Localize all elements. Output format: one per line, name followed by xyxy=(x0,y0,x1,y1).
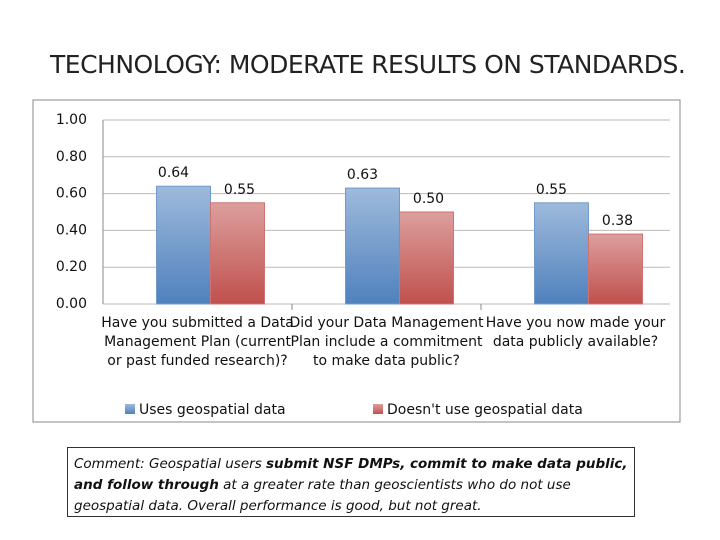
value-label: 0.55 xyxy=(224,182,255,198)
bar xyxy=(210,202,265,305)
value-label: 0.55 xyxy=(536,182,567,198)
legend-label: Doesn't use geospatial data xyxy=(387,402,583,418)
comment-text: submit NSF DMPs, commit to make data pub… xyxy=(74,456,628,493)
x-tick-label-box: Have you now made your data publicly ava… xyxy=(485,315,666,350)
x-tick-label: Have you now made your data publicly ava… xyxy=(485,315,666,350)
legend-label: Uses geospatial data xyxy=(139,402,286,418)
x-tick-label-box: Did your Data Management Plan include a … xyxy=(289,315,484,369)
comment-text: Comment: Geospatial users xyxy=(74,456,267,472)
y-tick-label: 0.00 xyxy=(56,296,87,312)
y-tick-label: 0.40 xyxy=(56,222,87,238)
comment-text: at a greater rate than geoscientists who… xyxy=(74,477,571,514)
y-tick-label: 0.80 xyxy=(56,149,87,165)
x-tick-label-box: Have you submitted a Data Management Pla… xyxy=(101,315,294,369)
bar xyxy=(399,211,454,305)
bar xyxy=(156,185,211,305)
bar xyxy=(345,187,400,305)
value-label: 0.38 xyxy=(602,213,633,229)
y-tick-label: 1.00 xyxy=(56,112,87,128)
x-tick-label: Have you submitted a Data Management Pla… xyxy=(101,315,294,369)
x-tick-label: Did your Data Management Plan include a … xyxy=(289,315,484,369)
value-label: 0.50 xyxy=(413,191,444,207)
slide-title: TECHNOLOGY: MODERATE RESULTS ON STANDARD… xyxy=(50,50,686,79)
bar xyxy=(534,202,589,305)
legend-swatch xyxy=(373,404,383,414)
value-label: 0.64 xyxy=(158,165,189,181)
value-label: 0.63 xyxy=(347,167,378,183)
y-tick-label: 0.20 xyxy=(56,259,87,275)
bar xyxy=(588,233,643,305)
comment: Comment: Geospatial users submit NSF DMP… xyxy=(67,447,635,517)
legend-swatch xyxy=(125,404,135,414)
y-tick-label: 0.60 xyxy=(56,186,87,202)
